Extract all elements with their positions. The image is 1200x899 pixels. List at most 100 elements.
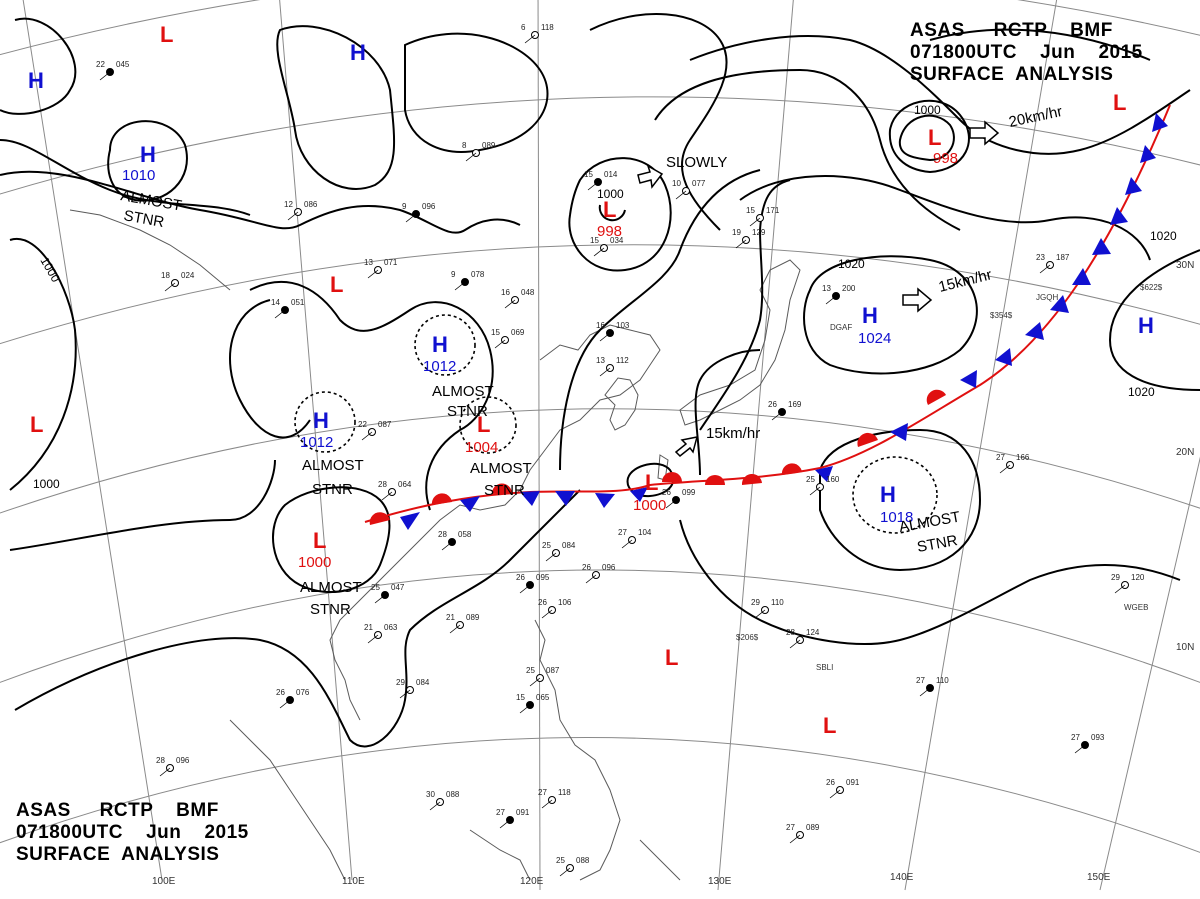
low-center-letter: L (665, 645, 678, 670)
header-top: ASAS RCTP BMF 071800UTC Jun 2015 SURFACE… (910, 20, 1143, 86)
station-temperature: 22 (358, 420, 367, 429)
station-temperature: 27 (496, 808, 505, 817)
high-center-letter: H (1138, 313, 1154, 338)
station-temperature: 16 (501, 288, 510, 297)
slowly-label: SLOWLY (666, 154, 727, 171)
station-pressure: 078 (471, 270, 485, 279)
station-plot: 15 069 (491, 328, 525, 349)
low-pressure: 998 (597, 223, 622, 240)
station-plot: 25 087 (526, 666, 560, 687)
warm-front-mark (491, 483, 512, 494)
station-pressure: 110 (771, 598, 784, 607)
low-center-letter: L (1113, 90, 1126, 115)
station-temperature: 25 (526, 666, 535, 675)
station-plot: 19 129 (732, 228, 766, 249)
isobar-1020-high (803, 255, 978, 375)
dotted-isobar (294, 391, 356, 453)
longitude-label: 120E (520, 876, 544, 887)
station-pressure: 099 (682, 488, 696, 497)
warm-front-mark (857, 432, 878, 447)
longitude-label: 130E (708, 876, 732, 887)
high-pressure: 1012 (300, 434, 333, 451)
station-pressure: 064 (398, 480, 412, 489)
station-pressure: 160 (826, 475, 840, 484)
motion-arrow-icon (674, 436, 699, 458)
wind-barb (164, 282, 176, 292)
cold-front-mark (595, 493, 615, 508)
isobar (739, 175, 1151, 261)
station-pressure: 124 (806, 628, 820, 637)
station-temperature: 21 (446, 613, 455, 622)
station-temperature: 22 (96, 60, 105, 69)
cold-front-mark (630, 487, 648, 502)
station-pressure: 058 (458, 530, 472, 539)
warm-front-symbols (369, 389, 946, 525)
station-temperature: 9 (451, 270, 456, 279)
cold-front-mark (1072, 268, 1091, 285)
station-temperature: 12 (284, 200, 293, 209)
longitude-line-150 (1099, 456, 1200, 891)
low-center-letter: L (928, 125, 941, 150)
station-plot: 25 160 (806, 475, 840, 496)
wind-barb (789, 834, 801, 844)
dotted-isobar (414, 314, 476, 376)
station-temperature: 27 (916, 676, 925, 685)
wind-barb (825, 295, 837, 305)
station-temperature: 28 (786, 628, 795, 637)
header-product-line: SURFACE ANALYSIS (910, 64, 1114, 85)
station-temperature: 26 (768, 400, 777, 409)
high-pressure: 1010 (122, 167, 155, 184)
wind-barb (529, 677, 541, 687)
station-plot: 16 048 (501, 288, 535, 309)
station-pressure: 071 (384, 258, 398, 267)
wind-barb (585, 574, 597, 584)
station-pressure: 093 (1091, 733, 1105, 742)
station-plot: 27 089 (786, 823, 820, 844)
wind-barb (545, 552, 557, 562)
dotted-isobar (459, 396, 517, 454)
wind-barb (405, 213, 417, 223)
cold-front-symbols (400, 113, 1168, 530)
low-center-letter: L (30, 412, 43, 437)
isobar (229, 299, 311, 439)
wind-barb (441, 541, 453, 551)
station-temperature: 25 (371, 583, 380, 592)
station-pressure: 084 (562, 541, 576, 550)
wind-barb (524, 34, 536, 44)
latitude-label: 20N (1176, 447, 1194, 458)
wind-barb (274, 309, 286, 319)
isobar-low-ne-inner (898, 114, 955, 162)
wind-barb (789, 639, 801, 649)
station-plot: 8 089 (462, 141, 496, 162)
stnr-label: STNR (122, 207, 165, 231)
station-plot: 12 086 (284, 200, 318, 221)
cold-front-mark (960, 370, 977, 388)
wind-barb (675, 190, 687, 200)
stnr-label: STNR (447, 403, 488, 420)
low-circle (598, 204, 626, 222)
wind-barb (399, 689, 411, 699)
station-temperature: 21 (364, 623, 373, 632)
stnr-label: STNR (312, 481, 353, 498)
high-pressure: 1012 (423, 358, 456, 375)
almost-label: ALMOST (300, 579, 362, 596)
station-pressure: 089 (482, 141, 496, 150)
station-pressure: 095 (536, 573, 550, 582)
station-pressure: 089 (806, 823, 820, 832)
station-plot: 25 047 (371, 583, 405, 604)
high-center-letter: H (432, 332, 448, 357)
warm-front-mark (662, 472, 682, 482)
wind-barb (541, 609, 553, 619)
station-plot: 13 071 (364, 258, 398, 279)
almost-label: ALMOST (470, 460, 532, 477)
wind-barb (465, 152, 477, 162)
dotted-isobars (294, 314, 938, 534)
high-center-letter: H (140, 142, 156, 167)
latitude-line-40 (0, 96, 1200, 195)
low-center-letter: L (313, 528, 326, 553)
isobar-label: 1000 (597, 187, 624, 201)
ship-id: $206$ (736, 633, 759, 642)
ship-id: DGAF (830, 323, 852, 332)
isobar (679, 519, 1181, 645)
